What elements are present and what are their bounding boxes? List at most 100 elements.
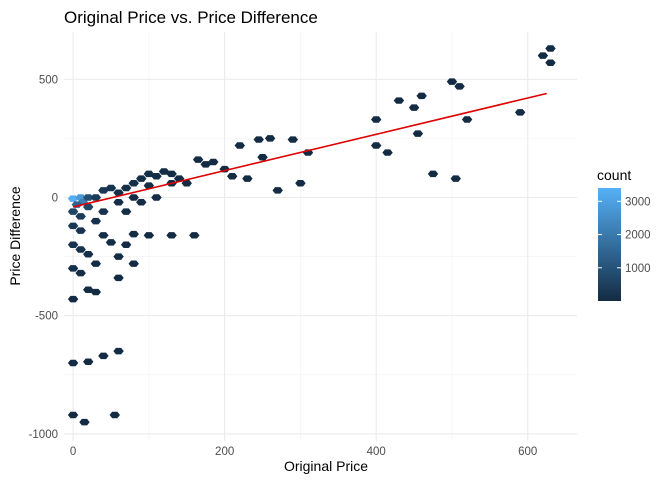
hexbin-cell — [90, 260, 102, 267]
hexbin-cell — [136, 198, 147, 206]
x-axis-title: Original Price — [284, 458, 368, 474]
hexbin-cell — [113, 274, 124, 282]
hexbin-cell — [208, 158, 219, 166]
hexbin-cell — [113, 253, 124, 260]
hexbin-cell — [90, 288, 102, 296]
hexbin-cell — [143, 232, 155, 239]
hexbin-cell — [105, 184, 117, 192]
hexbin-cell — [98, 232, 109, 239]
hexbin-cell — [67, 411, 79, 419]
legend-tick-label: 3000 — [625, 196, 651, 208]
hexbin-cell — [79, 418, 90, 426]
hexbin-cell — [128, 194, 139, 201]
hexbin-cell — [382, 149, 393, 156]
legend-ticks: 1000 2000 3000 — [598, 196, 651, 275]
hexbin-cell — [83, 203, 94, 211]
hexbin-cell — [253, 136, 264, 143]
hexbin-cell — [75, 213, 86, 220]
y-axis-title: Price Difference — [7, 186, 23, 286]
y-tick-label: -1000 — [29, 429, 58, 441]
hexbin-cell — [234, 142, 245, 149]
legend-colorbar — [598, 188, 621, 301]
hexbin-cell — [427, 170, 439, 178]
y-tick-label: 500 — [39, 74, 58, 86]
hexbin-cell — [192, 156, 204, 163]
hexbin-cell — [257, 154, 268, 161]
x-tick-label: 0 — [70, 446, 76, 458]
hexbin-cell — [545, 45, 556, 52]
legend-tick-label: 2000 — [625, 230, 651, 242]
hexbin-cell — [67, 241, 79, 249]
hexbin-cell — [109, 411, 120, 419]
hexbin-cell — [446, 78, 458, 85]
trend-line-layer — [72, 92, 547, 208]
hexbin-cell — [113, 347, 124, 355]
hexbin-cell — [450, 175, 461, 182]
hexbin-cell — [83, 358, 94, 366]
hexbin-cell — [166, 232, 177, 239]
regression-line — [72, 92, 547, 208]
hexbin-cell — [287, 136, 299, 143]
hexbin-cell — [227, 172, 238, 180]
hexbin-cell — [75, 269, 86, 277]
legend-tick-label: 1000 — [625, 263, 651, 275]
legend-title: count — [597, 167, 631, 183]
hexbin-cell — [272, 187, 283, 194]
hexbin-cell — [75, 227, 86, 234]
hexbin-cell — [67, 359, 79, 367]
hexbin-cell — [151, 194, 162, 201]
hexbin-cell — [83, 194, 94, 201]
hexbin-cell — [370, 116, 382, 123]
hexbin-cell — [120, 241, 132, 249]
hexbin-cell — [120, 208, 132, 215]
hexbin-cell — [67, 222, 79, 230]
hexbin-cell — [105, 239, 117, 246]
hexbin-cell — [98, 187, 109, 194]
hexbin-cell — [143, 170, 155, 178]
x-tick-label: 200 — [215, 446, 234, 458]
hexbin-cell — [83, 286, 94, 293]
hexbin-cell — [412, 130, 424, 137]
x-tick-label: 400 — [367, 446, 386, 458]
hexbin-cell — [242, 175, 253, 182]
hexbin-cell — [408, 104, 420, 111]
hexbin-cell — [113, 198, 124, 206]
y-tick-label: -500 — [35, 311, 58, 323]
axes-layer: 0 200 400 600 -1000 -500 0 500 — [29, 74, 538, 458]
hexbin-cell — [158, 168, 170, 175]
hexbin-cell — [181, 180, 192, 187]
hexbin-cell — [128, 180, 139, 187]
hexbin-cell — [98, 208, 109, 215]
hexbin-cell — [264, 135, 276, 142]
hexbin-cell — [393, 97, 405, 104]
hexbin-cell — [514, 109, 526, 116]
hexbin-cell — [83, 250, 94, 258]
hexbin-layer — [67, 45, 556, 426]
hexbin-cell — [128, 230, 139, 238]
hexbin-cell — [75, 246, 86, 253]
hexbin-cell — [136, 175, 147, 182]
hexbin-cell — [461, 116, 473, 123]
hexbin-cell — [120, 184, 132, 192]
hexbin-cell — [370, 142, 382, 149]
hexbin-cell — [416, 92, 427, 100]
color-legend: count 1000 2000 3000 — [597, 167, 651, 301]
hexbin-cell — [67, 208, 79, 215]
hexbin-cell — [128, 260, 139, 267]
hexbin-cell — [537, 52, 549, 59]
hexbin-cell — [454, 83, 465, 90]
y-tick-label: 0 — [52, 192, 58, 204]
hexbin-cell — [166, 170, 177, 178]
hexbin-cell — [67, 195, 79, 202]
hexbin-cell — [90, 194, 102, 201]
hexbin-cell — [295, 180, 306, 187]
hexbin-cell — [151, 172, 162, 180]
plot-grid — [64, 32, 577, 441]
hexbin-cell — [67, 295, 79, 303]
hexbin-cell — [113, 189, 124, 197]
x-tick-label: 600 — [518, 446, 537, 458]
hexbin-cell — [67, 265, 79, 272]
hexbin-cell — [189, 232, 200, 239]
hexbin-cell — [545, 59, 556, 66]
hexbin-cell — [90, 217, 102, 225]
